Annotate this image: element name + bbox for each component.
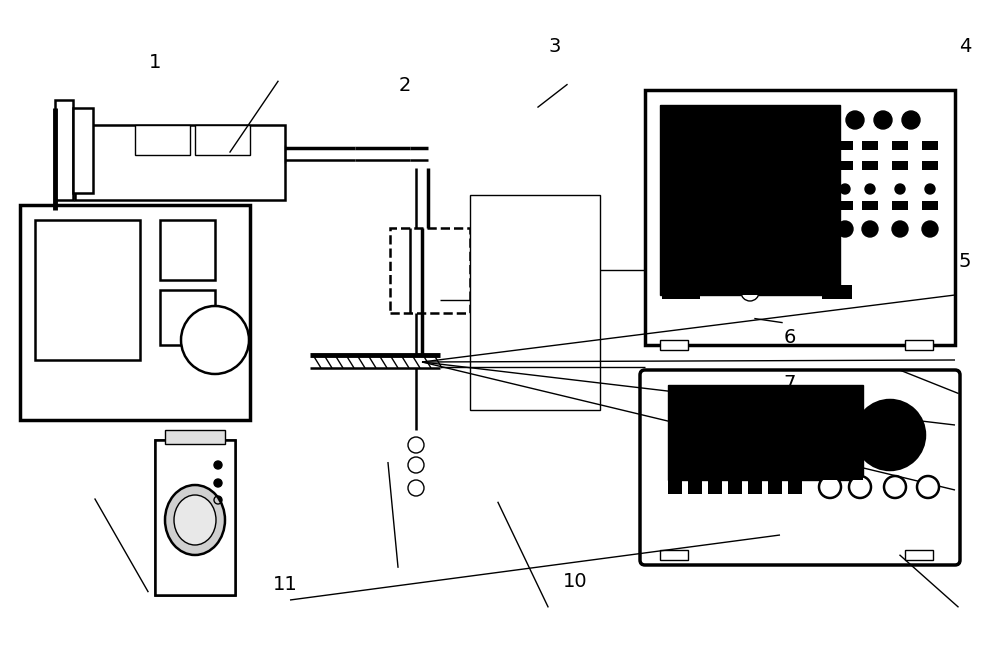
Bar (390, 228, 470, 313)
Circle shape (741, 283, 759, 301)
Circle shape (408, 437, 424, 453)
Bar (922, 141, 938, 150)
Circle shape (819, 476, 841, 498)
Bar (892, 141, 908, 150)
Bar (922, 201, 938, 210)
Text: 6: 6 (784, 328, 796, 346)
Bar (165, 430, 225, 444)
Circle shape (902, 111, 920, 129)
Circle shape (862, 221, 878, 237)
Text: 5: 5 (959, 252, 971, 270)
Bar (73, 108, 93, 193)
Bar (135, 125, 190, 155)
Bar (662, 285, 700, 299)
Ellipse shape (165, 485, 225, 555)
Ellipse shape (181, 306, 249, 374)
Bar (862, 201, 878, 210)
Bar (892, 161, 908, 170)
Text: 11: 11 (273, 576, 297, 594)
Circle shape (849, 476, 871, 498)
Text: 2: 2 (399, 77, 411, 95)
Text: 1: 1 (149, 54, 161, 72)
Bar (660, 105, 840, 295)
Bar (470, 195, 600, 410)
Bar (668, 385, 863, 480)
Circle shape (840, 184, 850, 194)
Circle shape (865, 184, 875, 194)
Bar (837, 141, 853, 150)
Bar (922, 161, 938, 170)
FancyBboxPatch shape (640, 370, 960, 565)
Bar (35, 220, 140, 360)
Bar (75, 125, 285, 200)
Bar (768, 480, 782, 494)
Bar (195, 125, 250, 155)
Circle shape (892, 221, 908, 237)
Bar (660, 105, 840, 295)
Text: 8: 8 (784, 417, 796, 436)
Bar (155, 440, 235, 595)
Bar (708, 480, 722, 494)
Bar (660, 340, 688, 350)
Bar (160, 290, 215, 345)
Bar (668, 385, 863, 480)
Text: 3: 3 (549, 37, 561, 56)
Circle shape (884, 476, 906, 498)
Bar (155, 440, 235, 595)
Circle shape (917, 476, 939, 498)
Bar (837, 201, 853, 210)
Bar (892, 201, 908, 210)
Circle shape (408, 457, 424, 473)
Bar (822, 285, 852, 299)
Text: 7: 7 (784, 374, 796, 393)
Bar (905, 550, 933, 560)
Bar (837, 161, 853, 170)
Bar (20, 205, 250, 420)
Circle shape (837, 221, 853, 237)
Text: 4: 4 (959, 37, 971, 56)
Bar (788, 480, 802, 494)
Circle shape (408, 480, 424, 496)
Ellipse shape (174, 495, 216, 545)
Bar (55, 100, 73, 200)
Bar (905, 340, 933, 350)
Circle shape (214, 496, 222, 504)
Circle shape (214, 479, 222, 487)
Bar (748, 480, 762, 494)
Circle shape (214, 461, 222, 469)
Bar (645, 90, 955, 345)
Circle shape (895, 184, 905, 194)
Bar (160, 220, 215, 280)
Circle shape (922, 221, 938, 237)
Circle shape (846, 111, 864, 129)
Circle shape (855, 400, 925, 470)
Bar (688, 480, 702, 494)
Bar (862, 141, 878, 150)
Text: 10: 10 (563, 572, 587, 591)
Bar (862, 161, 878, 170)
Circle shape (925, 184, 935, 194)
Text: 9: 9 (784, 463, 796, 482)
Circle shape (874, 111, 892, 129)
Bar (668, 480, 682, 494)
Bar (660, 550, 688, 560)
Bar (728, 480, 742, 494)
